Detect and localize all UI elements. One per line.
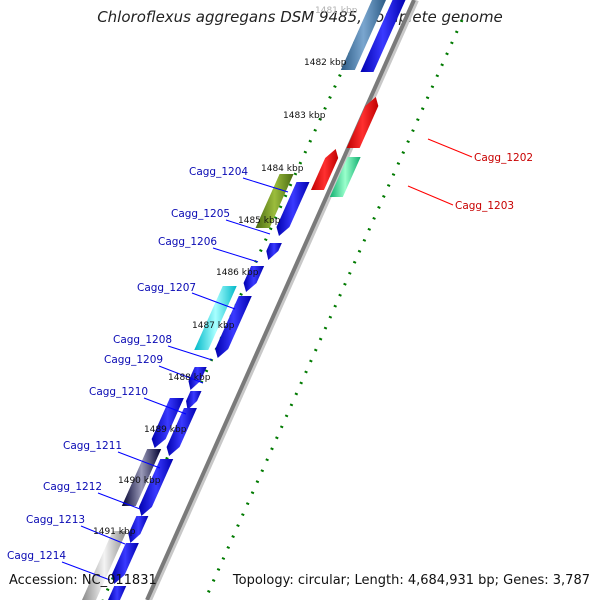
- gene-1205-arrow[interactable]: [266, 243, 282, 260]
- gene-1211a-arrow[interactable]: [121, 449, 162, 506]
- gene-track: [82, 0, 406, 600]
- gene-1202b-arrow[interactable]: [310, 149, 339, 190]
- leader-1208: [167, 345, 213, 361]
- gene-label-cagg-1205[interactable]: Cagg_1205: [171, 208, 230, 220]
- gene-1211-arrow[interactable]: [138, 459, 174, 516]
- accession-text: Accession: NC_011831: [9, 573, 157, 588]
- scale-label-1486: 1486 kbp: [216, 268, 259, 278]
- gene-1207-arrow[interactable]: [215, 296, 252, 358]
- gene-label-cagg-1214[interactable]: Cagg_1214: [7, 550, 66, 562]
- leader-1204: [242, 177, 289, 193]
- gene-1213a-arrow[interactable]: [82, 531, 127, 600]
- scale-label-1488: 1488 kbp: [168, 373, 211, 383]
- leader-1209: [158, 365, 204, 384]
- gene-label-cagg-1211[interactable]: Cagg_1211: [63, 440, 122, 452]
- gene-1203-arrow[interactable]: [329, 157, 361, 197]
- gene-label-cagg-1203[interactable]: Cagg_1203: [455, 200, 514, 212]
- map-title: Chloroflexus aggregans DSM 9485, complet…: [97, 8, 503, 26]
- gene-1206-arrow[interactable]: [243, 266, 265, 292]
- gene-label-cagg-1213[interactable]: Cagg_1213: [26, 514, 85, 526]
- scale-label-1490: 1490 kbp: [118, 476, 161, 486]
- leader-1213: [80, 525, 126, 545]
- topology-text: Topology: circular; Length: 4,684,931 bp…: [232, 573, 590, 588]
- leader-1212: [97, 492, 141, 510]
- gene-label-cagg-1208[interactable]: Cagg_1208: [113, 334, 172, 346]
- scale-label-1487: 1487 kbp: [192, 321, 235, 331]
- leader-1214: [61, 561, 111, 581]
- right-tick-track: [203, 19, 464, 600]
- gene-1210-arrow[interactable]: [166, 408, 197, 456]
- scale-label-1481: 1481 kbp: [315, 6, 358, 16]
- gene-label-cagg-1209[interactable]: Cagg_1209: [104, 354, 163, 366]
- gene-1208-arrow[interactable]: [188, 367, 207, 390]
- gene-1204a-arrow[interactable]: [255, 174, 294, 228]
- label-leaders: [61, 138, 473, 581]
- leader-1202: [427, 138, 473, 158]
- scale-label-1491: 1491 kbp: [93, 527, 136, 537]
- scale-label-1485: 1485 kbp: [238, 216, 281, 226]
- gene-1201b-arrow[interactable]: [360, 0, 406, 72]
- leader-1211: [117, 451, 161, 469]
- scale-label-1482: 1482 kbp: [304, 58, 347, 68]
- leader-1206: [212, 247, 259, 263]
- gene-1212-arrow[interactable]: [128, 516, 149, 543]
- gene-1201-arrow[interactable]: [340, 0, 386, 70]
- gene-label-cagg-1210[interactable]: Cagg_1210: [89, 386, 148, 398]
- gene-1204-arrow[interactable]: [276, 182, 310, 236]
- gene-label-cagg-1207[interactable]: Cagg_1207: [137, 282, 196, 294]
- gene-label-cagg-1206[interactable]: Cagg_1206: [158, 236, 217, 248]
- gene-label-cagg-1212[interactable]: Cagg_1212: [43, 481, 102, 493]
- leader-1207: [191, 292, 236, 310]
- gene-1214-arrow[interactable]: [108, 586, 127, 600]
- gene-1209-arrow[interactable]: [186, 391, 202, 410]
- gene-label-cagg-1204[interactable]: Cagg_1204: [189, 166, 248, 178]
- scale-label-1489: 1489 kbp: [144, 425, 187, 435]
- scale-label-1484: 1484 kbp: [261, 164, 304, 174]
- gene-label-cagg-1202[interactable]: Cagg_1202: [474, 152, 533, 164]
- genome-axis: [145, 0, 416, 600]
- scale-label-1483: 1483 kbp: [283, 111, 326, 121]
- gene-1207a-arrow[interactable]: [194, 286, 237, 350]
- gene-1213-arrow[interactable]: [111, 543, 139, 584]
- gene-1202-arrow[interactable]: [346, 97, 379, 148]
- leader-1203: [407, 185, 454, 206]
- leader-1205: [225, 219, 271, 235]
- leader-1210: [143, 397, 187, 415]
